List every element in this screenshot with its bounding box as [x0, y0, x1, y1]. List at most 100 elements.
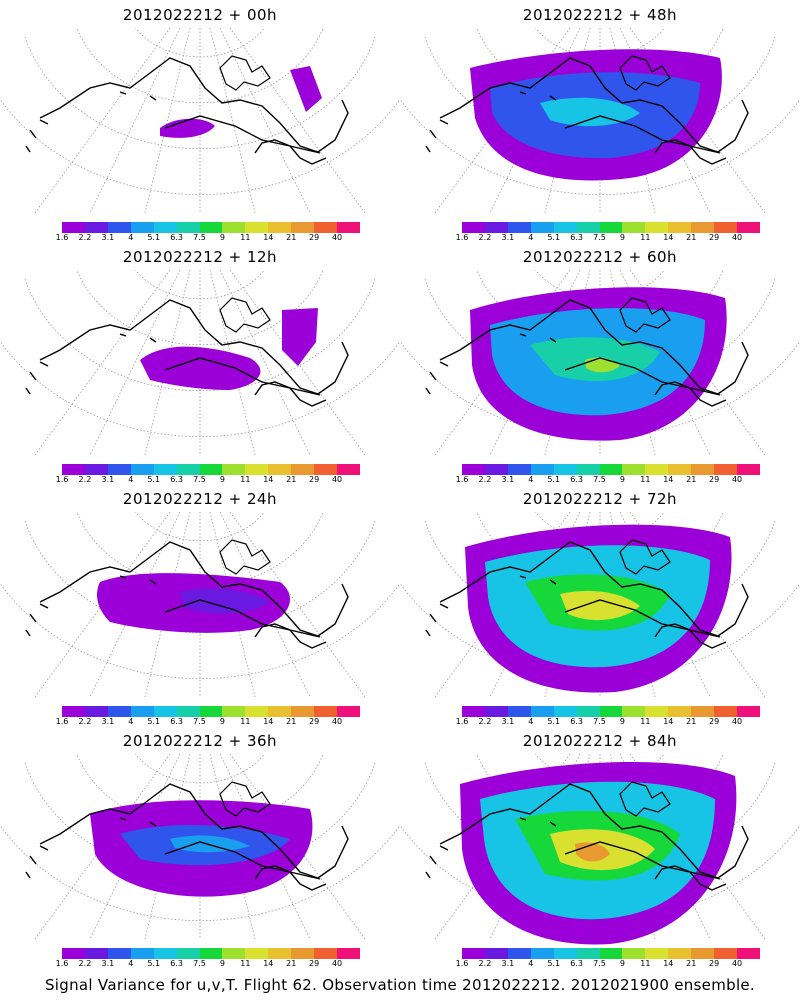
- colorbar-segment: [484, 464, 508, 475]
- colorbar-labels: 1.6 2.2 3.1 4 5.1 6.3 7.5 9 11 14 21 29 40: [452, 717, 772, 727]
- colorbar-tick-label: 29: [709, 233, 720, 242]
- colorbar-segment: [291, 222, 315, 233]
- colorbar-segment: [84, 222, 108, 233]
- colorbar: [462, 222, 760, 233]
- colorbar-segment: [337, 222, 360, 233]
- colorbar-segment: [507, 948, 531, 959]
- colorbar: [62, 222, 360, 233]
- panel-title: 2012022212 + 00h: [122, 6, 278, 24]
- colorbar-segment: [153, 948, 177, 959]
- variance-map: [400, 512, 800, 698]
- colorbar-tick-label: 7.5: [593, 233, 606, 242]
- colorbar-tick-label: 6.3: [570, 233, 583, 242]
- colorbar-tick-label: 40: [731, 717, 743, 726]
- colorbar-tick-label: 6.3: [570, 475, 583, 484]
- colorbar-segment: [153, 222, 177, 233]
- colorbar-segment: [462, 948, 485, 959]
- colorbar-tick-label: 29: [709, 959, 720, 968]
- colorbar-segment: [153, 706, 177, 717]
- colorbar: [462, 706, 760, 717]
- colorbar-tick-label: 2.2: [78, 475, 92, 484]
- colorbar-segment: [291, 948, 315, 959]
- colorbar-tick-label: 21: [686, 717, 697, 726]
- colorbar-tick-label: 7.5: [593, 717, 606, 726]
- colorbar-segment: [462, 222, 485, 233]
- colorbar-segment: [737, 222, 760, 233]
- coastline: [25, 55, 349, 165]
- panel-title: 2012022212 + 48h: [522, 6, 678, 24]
- colorbar-segment: [645, 222, 669, 233]
- variance-field: [140, 308, 318, 390]
- colorbar-tick-label: 1.6: [55, 959, 69, 968]
- colorbar-tick-label: 21: [686, 475, 697, 484]
- colorbar-tick-label: 9: [219, 475, 225, 484]
- colorbar-tick-label: 21: [686, 959, 697, 968]
- colorbar-segment: [553, 464, 577, 475]
- colorbar-tick-label: 1.6: [55, 475, 69, 484]
- colorbar-tick-label: 21: [286, 233, 297, 242]
- colorbar-tick-label: 5.1: [547, 717, 561, 726]
- colorbar-segment: [314, 222, 338, 233]
- coastline: [425, 539, 749, 649]
- colorbar-tick-label: 29: [709, 475, 720, 484]
- colorbar-segment: [530, 948, 554, 959]
- colorbar-segment: [245, 948, 269, 959]
- panel-title: 2012022212 + 84h: [522, 732, 678, 750]
- colorbar-segment: [714, 464, 738, 475]
- colorbar-segment: [176, 706, 200, 717]
- colorbar-labels: 1.6 2.2 3.1 4 5.1 6.3 7.5 9 11 14 21 29 40: [452, 959, 772, 969]
- colorbar-tick-label: 11: [640, 475, 651, 484]
- variance-map: [400, 754, 800, 945]
- colorbar: [462, 464, 760, 475]
- colorbar-segment: [553, 222, 577, 233]
- variance-contour: [140, 346, 261, 390]
- variance-map: [0, 754, 400, 940]
- colorbar-tick-label: 21: [286, 959, 297, 968]
- colorbar-tick-label: 4: [528, 233, 534, 242]
- colorbar-tick-label: 1.6: [455, 475, 469, 484]
- colorbar-tick-label: 11: [240, 717, 251, 726]
- colorbar-segment: [130, 222, 154, 233]
- colorbar-tick-label: 3.1: [501, 959, 515, 968]
- colorbar-segment: [84, 948, 108, 959]
- colorbar-tick-label: 1.6: [455, 717, 469, 726]
- colorbar-segment: [107, 222, 131, 233]
- colorbar-tick-label: 3.1: [101, 233, 115, 242]
- variance-field: [460, 762, 737, 945]
- forecast-panel: 2012022212 + 00h 1.6 2.2 3.1 4 5.1 6.3 7.5 9 11 14…: [0, 0, 400, 242]
- colorbar-tick-label: 2.2: [478, 717, 492, 726]
- colorbar-segment: [337, 706, 360, 717]
- colorbar-tick-label: 29: [309, 717, 320, 726]
- colorbar-segment: [199, 948, 223, 959]
- colorbar-tick-label: 5.1: [147, 475, 161, 484]
- panel-title: 2012022212 + 24h: [122, 490, 278, 508]
- colorbar-segment: [668, 948, 692, 959]
- forecast-panel: 2012022212 + 48h 1.6 2.2 3.1 4 5.1 6.3 7.5 9 11 14…: [400, 0, 800, 242]
- coastline: [25, 781, 349, 891]
- colorbar-tick-label: 4: [128, 475, 134, 484]
- colorbar-segment: [107, 706, 131, 717]
- colorbar-segment: [668, 222, 692, 233]
- colorbar-segment: [268, 222, 292, 233]
- variance-field: [470, 49, 722, 181]
- colorbar-segment: [507, 222, 531, 233]
- variance-map: [0, 512, 400, 698]
- colorbar-tick-label: 40: [331, 233, 343, 242]
- forecast-panel: 2012022212 + 84h 1.6 2.2 3.1 4 5.1 6.3 7.5 9 11 14…: [400, 726, 800, 969]
- panel-title: 2012022212 + 60h: [522, 248, 678, 266]
- colorbar-segment: [599, 948, 623, 959]
- colorbar-tick-label: 4: [528, 475, 534, 484]
- variance-field: [90, 800, 313, 897]
- colorbar-labels: 1.6 2.2 3.1 4 5.1 6.3 7.5 9 11 14 21 29 40: [52, 717, 372, 727]
- forecast-panel: 2012022212 + 24h 1.6 2.2 3.1 4 5.1 6.3 7.5 9 11 14…: [0, 484, 400, 727]
- colorbar-segment: [484, 222, 508, 233]
- panel-title: 2012022212 + 12h: [122, 248, 278, 266]
- colorbar-tick-label: 40: [331, 959, 343, 968]
- colorbar-segment: [737, 706, 760, 717]
- colorbar-tick-label: 6.3: [570, 717, 583, 726]
- colorbar-segment: [62, 706, 85, 717]
- colorbar-tick-label: 4: [128, 233, 134, 242]
- colorbar: [462, 948, 760, 959]
- colorbar-segment: [484, 948, 508, 959]
- colorbar-segment: [245, 706, 269, 717]
